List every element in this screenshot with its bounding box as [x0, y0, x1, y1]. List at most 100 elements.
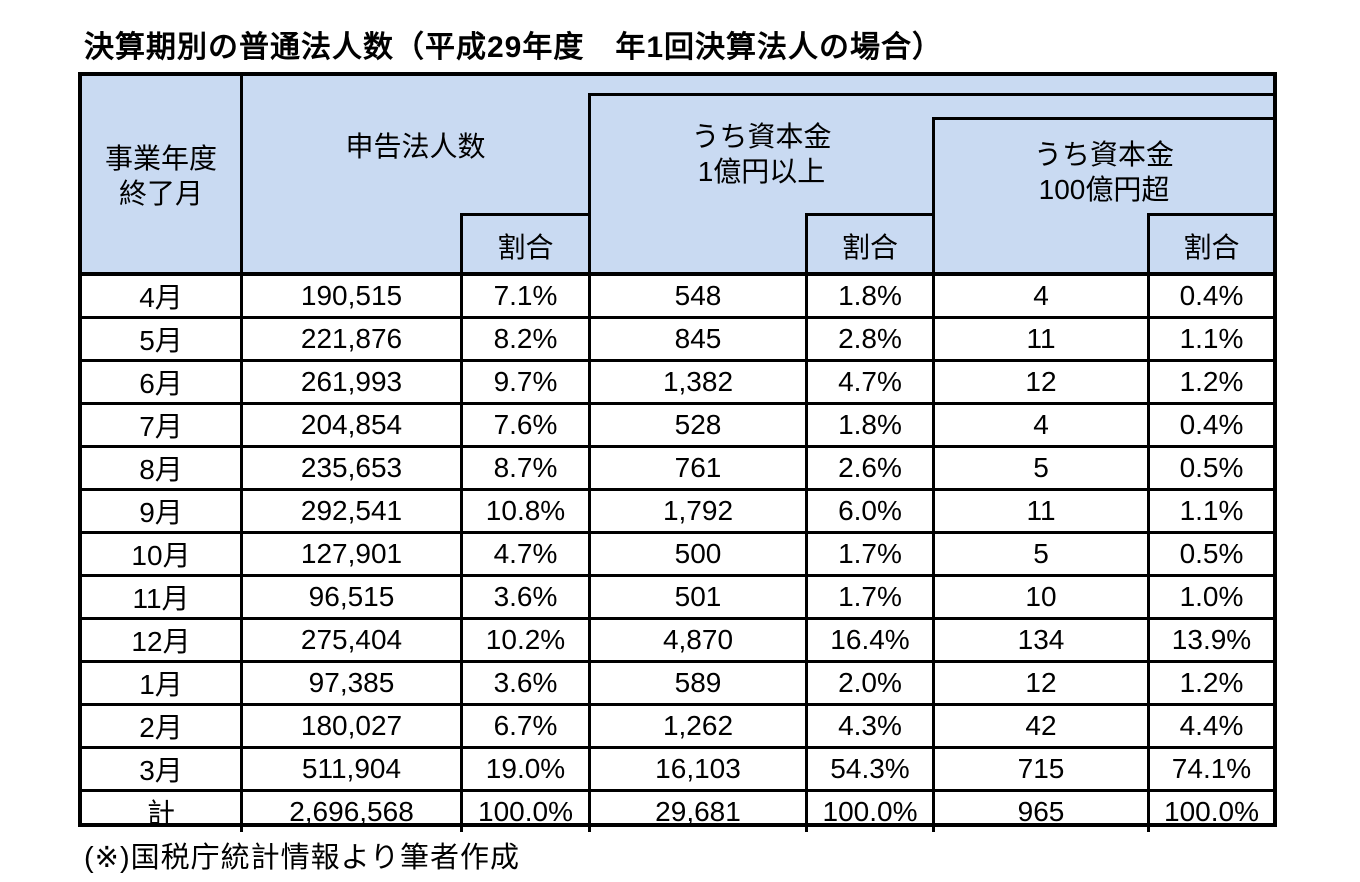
cell-filers: 292,541 [243, 491, 463, 531]
table-row-jan: 1月 97,385 3.6% 589 2.0% 12 1.2% [82, 663, 1273, 706]
source-note: (※)国税庁統計情報より筆者作成 [84, 842, 521, 874]
cell-cap100m-ratio: 4.7% [808, 362, 935, 402]
cell-month: 7月 [82, 405, 243, 445]
cell-cap100m: 1,792 [591, 491, 808, 531]
cell-filers: 190,515 [243, 276, 463, 316]
cell-cap100m: 548 [591, 276, 808, 316]
cell-filers: 221,876 [243, 319, 463, 359]
header-fiscal-month-line1: 事業年度 [104, 143, 217, 174]
table-row-may: 5月 221,876 8.2% 845 2.8% 11 1.1% [82, 319, 1273, 362]
cell-cap10b: 10 [935, 577, 1150, 617]
cell-cap10b: 42 [935, 706, 1150, 746]
table-row-nov: 11月 96,515 3.6% 501 1.7% 10 1.0% [82, 577, 1273, 620]
cell-cap10b: 11 [935, 319, 1150, 359]
cell-month: 5月 [82, 319, 243, 359]
cell-cap10b-ratio: 74.1% [1171, 753, 1252, 784]
cell-cap100m-ratio: 2.0% [808, 663, 935, 703]
cell-filers-ratio: 3.6% [463, 663, 591, 703]
cell-filers-ratio: 8.7% [463, 448, 591, 488]
cell-month: 4月 [82, 276, 243, 316]
header-ratio-filers: 割合 [460, 213, 591, 276]
cell-cap100m: 1,262 [591, 706, 808, 746]
cell-cap10b-ratio: 1.2% [1179, 366, 1244, 397]
column-divider [240, 76, 243, 276]
cell-total-cap100m: 29,681 [591, 792, 808, 832]
cell-filers: 275,404 [243, 620, 463, 660]
table-row-jul: 7月 204,854 7.6% 528 1.8% 4 0.4% [82, 405, 1273, 448]
cell-cap10b: 4 [935, 276, 1150, 316]
corporations-by-fiscal-month-table: 事業年度 終了月 申告法人数 うち資本金 1億円以上 うち資本金 100億円超 … [78, 72, 1277, 832]
cell-cap100m-ratio: 1.8% [808, 276, 935, 316]
header-filers-label: 申告法人数 [345, 130, 486, 162]
cell-month: 8月 [82, 448, 243, 488]
cell-filers-ratio: 6.7% [463, 706, 591, 746]
cell-filers: 97,385 [243, 663, 463, 703]
cell-cap10b: 4 [935, 405, 1150, 445]
cell-cap10b-ratio: 0.5% [1179, 452, 1244, 483]
cell-month: 11月 [82, 577, 243, 617]
header-fiscal-month-line2: 終了月 [118, 178, 203, 209]
cell-cap100m-ratio: 16.4% [808, 620, 935, 660]
cell-cap100m-ratio: 6.0% [808, 491, 935, 531]
cell-total-label: 計 [82, 792, 243, 832]
cell-cap10b-ratio: 0.5% [1179, 538, 1244, 569]
cell-cap100m: 500 [591, 534, 808, 574]
cell-filers-ratio: 10.2% [463, 620, 591, 660]
cell-cap10b: 5 [935, 448, 1150, 488]
header-capital-over-100m-line2: 1億円以上 [697, 156, 826, 187]
cell-month: 6月 [82, 362, 243, 402]
cell-month: 2月 [82, 706, 243, 746]
header-capital-over-10b-line1: うち資本金 [1033, 139, 1174, 170]
cell-cap10b-ratio: 0.4% [1179, 280, 1244, 311]
table-row-mar: 3月 511,904 19.0% 16,103 54.3% 715 74.1% [82, 749, 1273, 792]
cell-month: 3月 [82, 749, 243, 789]
cell-cap10b-ratio: 1.0% [1179, 581, 1244, 612]
cell-filers: 127,901 [243, 534, 463, 574]
capital-over-100m-group-box [588, 93, 1273, 276]
cell-cap100m-ratio: 54.3% [808, 749, 935, 789]
cell-cap10b-ratio: 0.4% [1179, 409, 1244, 440]
cell-filers: 235,653 [243, 448, 463, 488]
header-filers: 申告法人数 [243, 116, 588, 176]
header-fiscal-month: 事業年度 終了月 [82, 121, 240, 231]
header-ratio-capital-over-10b: 割合 [1147, 213, 1273, 276]
cell-filers: 96,515 [243, 577, 463, 617]
cell-cap10b: 12 [935, 362, 1150, 402]
cell-cap100m: 845 [591, 319, 808, 359]
table-row-apr: 4月 190,515 7.1% 548 1.8% 4 0.4% [82, 276, 1273, 319]
cell-filers-ratio: 19.0% [463, 749, 591, 789]
cell-filers: 204,854 [243, 405, 463, 445]
table-row-jun: 6月 261,993 9.7% 1,382 4.7% 12 1.2% [82, 362, 1273, 405]
cell-cap100m-ratio: 1.7% [808, 534, 935, 574]
cell-total-cap100m-ratio: 100.0% [808, 792, 935, 832]
capital-over-10b-group-box [932, 117, 1273, 276]
cell-cap10b: 134 [935, 620, 1150, 660]
cell-filers: 261,993 [243, 362, 463, 402]
table-row-total: 計 2,696,568 100.0% 29,681 100.0% 965 100… [82, 792, 1273, 832]
cell-cap100m: 16,103 [591, 749, 808, 789]
cell-cap100m-ratio: 4.3% [808, 706, 935, 746]
cell-cap100m-ratio: 1.7% [808, 577, 935, 617]
table-body: 4月 190,515 7.1% 548 1.8% 4 0.4% 5月 221,8… [82, 276, 1273, 832]
cell-total-cap10b-ratio: 100.0% [1164, 796, 1259, 827]
header-capital-over-10b-line2: 100億円超 [1038, 174, 1170, 205]
cell-filers-ratio: 3.6% [463, 577, 591, 617]
page-title: 決算期別の普通法人数（平成29年度 年1回決算法人の場合） [84, 31, 944, 64]
cell-total-cap10b: 965 [935, 792, 1150, 832]
header-capital-over-100m-line1: うち資本金 [691, 121, 832, 152]
cell-cap100m: 528 [591, 405, 808, 445]
cell-cap10b-ratio: 1.1% [1179, 323, 1244, 354]
header-body-divider [82, 272, 1273, 276]
cell-filers: 511,904 [243, 749, 463, 789]
cell-cap100m-ratio: 2.8% [808, 319, 935, 359]
header-ratio-capital-over-100m: 割合 [805, 213, 935, 276]
cell-cap10b-ratio: 1.2% [1179, 667, 1244, 698]
cell-cap10b-ratio: 13.9% [1171, 624, 1252, 655]
cell-filers-ratio: 4.7% [463, 534, 591, 574]
cell-total-filers-ratio: 100.0% [463, 792, 591, 832]
cell-filers-ratio: 10.8% [463, 491, 591, 531]
cell-cap10b: 11 [935, 491, 1150, 531]
cell-cap100m: 761 [591, 448, 808, 488]
header-capital-over-10b: うち資本金 100億円超 [935, 122, 1273, 222]
table-row-feb: 2月 180,027 6.7% 1,262 4.3% 42 4.4% [82, 706, 1273, 749]
